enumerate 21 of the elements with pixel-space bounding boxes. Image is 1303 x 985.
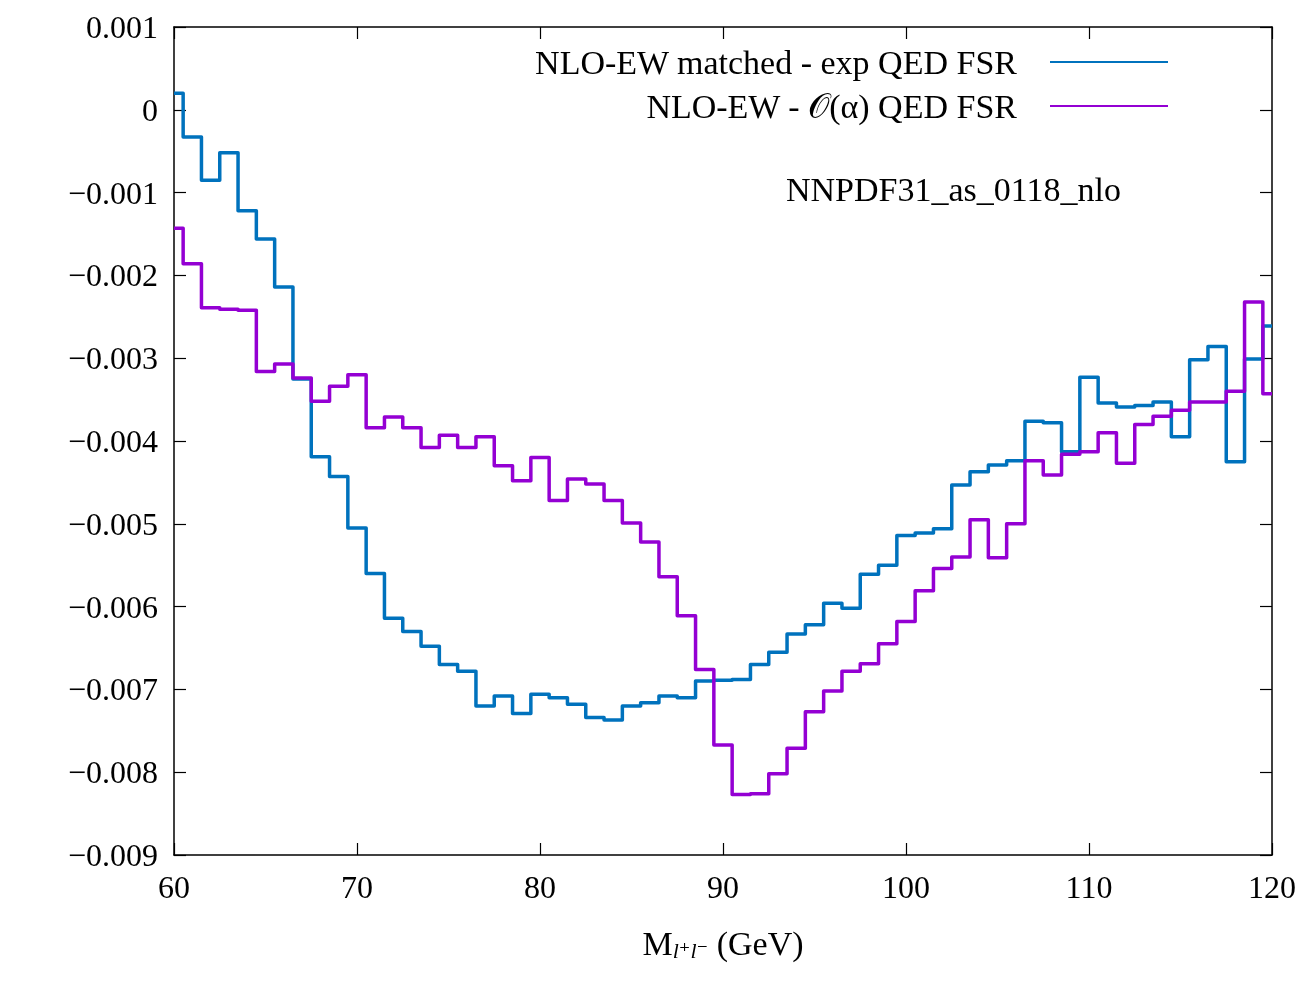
y-tick-label: −0.005 [67, 505, 158, 542]
y-tick-label: 0 [142, 91, 158, 128]
x-tick-label: 90 [707, 869, 739, 905]
x-tick-label: 100 [882, 869, 930, 905]
x-tick-label: 110 [1065, 869, 1113, 905]
x-tick-label: 120 [1248, 869, 1296, 905]
x-tick-label: 70 [341, 869, 373, 905]
legend-label: NLO-EW - 𝒪(α) QED FSR [646, 87, 1018, 126]
y-tick-label: −0.006 [67, 588, 158, 625]
legend-label: NLO-EW matched - exp QED FSR [535, 43, 1018, 81]
y-tick-label: −0.002 [67, 257, 158, 294]
x-tick-label: 80 [524, 869, 556, 905]
x-tick-label: 60 [158, 869, 190, 905]
y-tick-label: 0.001 [86, 9, 158, 45]
y-tick-label: −0.003 [67, 340, 158, 377]
y-tick-label: −0.007 [67, 671, 158, 708]
y-tick-label: −0.001 [67, 174, 158, 211]
y-tick-label: −0.004 [67, 423, 158, 459]
annotation: NNPDF31_as_0118_nlo [786, 170, 1122, 208]
y-tick-label: −0.008 [67, 754, 158, 791]
y-tick-label: −0.009 [67, 837, 158, 873]
